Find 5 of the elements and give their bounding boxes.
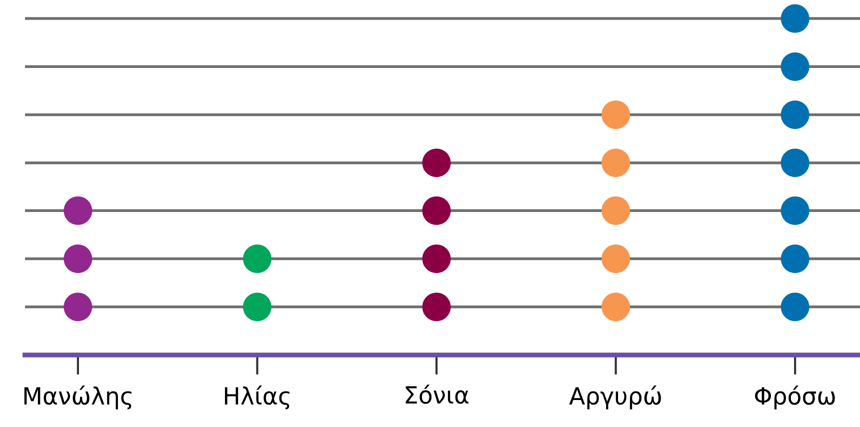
x-tick-label: Μανώλης <box>24 386 132 410</box>
x-tick-label: Αργυρώ <box>569 386 661 410</box>
x-tick-label: Φρόσω <box>755 386 835 410</box>
x-tick-label: Σόνια <box>406 384 468 404</box>
x-tick-label: Ηλίας <box>224 386 290 410</box>
